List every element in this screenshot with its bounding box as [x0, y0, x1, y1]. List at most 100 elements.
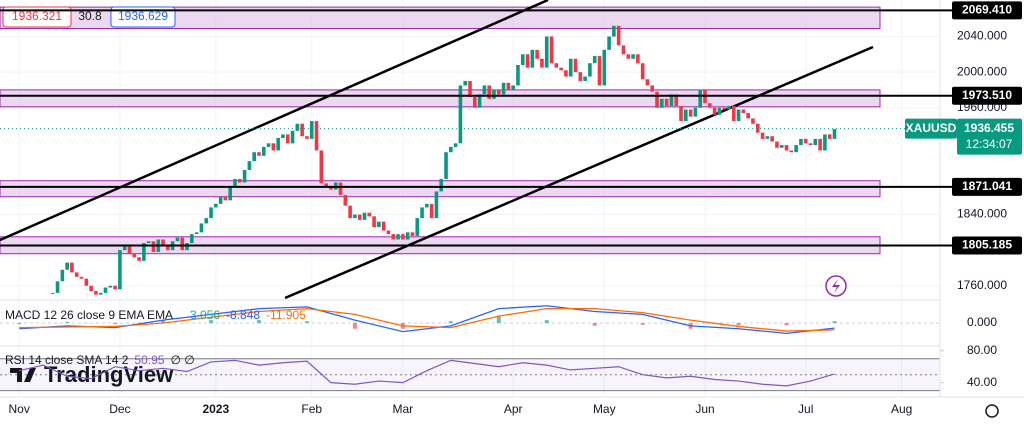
candle	[530, 49, 535, 68]
histogram-bar	[640, 323, 645, 325]
candle	[372, 216, 376, 228]
candle	[496, 89, 501, 95]
spread: 30.8	[78, 9, 102, 23]
candle	[410, 232, 415, 236]
candle	[832, 129, 837, 139]
candle	[271, 143, 276, 151]
candle	[525, 54, 530, 68]
candle	[688, 109, 693, 117]
pane-value: -11.905	[266, 308, 306, 322]
header: 1936.321 30.8 1936.629	[2, 6, 176, 28]
ask-box	[110, 6, 176, 28]
candle	[199, 223, 204, 233]
zone	[0, 6, 881, 29]
candle	[257, 152, 261, 156]
candle	[520, 54, 525, 65]
candle	[214, 203, 218, 208]
histogram-bar	[209, 320, 214, 323]
candle	[65, 262, 69, 270]
candle	[108, 285, 113, 288]
candle	[84, 278, 89, 286]
histogram-bar	[352, 323, 357, 329]
candle	[449, 146, 453, 153]
candle	[492, 89, 496, 99]
last-price-box	[957, 118, 1022, 155]
candle	[70, 262, 74, 273]
candle	[722, 107, 726, 110]
candle	[813, 138, 818, 146]
candle	[444, 152, 448, 179]
candle	[190, 234, 194, 244]
candle	[55, 281, 60, 293]
candle	[588, 63, 592, 77]
candle	[554, 63, 559, 68]
x-tick-label: Jul	[798, 402, 813, 416]
candle	[113, 285, 117, 290]
candle	[468, 81, 472, 98]
pane-title: RSI 14 close SMA 14 2	[5, 353, 129, 367]
y-tick-label: 2040.000	[957, 29, 1007, 43]
candle	[391, 234, 396, 240]
candle	[650, 85, 655, 92]
candle	[616, 25, 621, 46]
candle	[573, 58, 578, 73]
candle	[281, 134, 285, 138]
candle	[799, 138, 803, 146]
candle	[300, 123, 304, 137]
y-tick-label: 1840.000	[957, 207, 1007, 221]
macd-line	[19, 305, 835, 335]
candle	[684, 109, 688, 122]
candle	[142, 243, 146, 261]
candle	[127, 246, 132, 254]
candle	[180, 237, 185, 251]
candle	[194, 232, 199, 235]
histogram-bar	[304, 321, 309, 323]
candle	[233, 178, 237, 187]
candle	[755, 123, 760, 133]
x-tick-label: May	[593, 402, 616, 416]
candle	[261, 146, 266, 156]
rsi-line	[19, 359, 835, 387]
candle	[540, 58, 544, 68]
candle	[621, 45, 626, 55]
candle	[655, 91, 659, 108]
x-tick-label: Nov	[9, 402, 30, 416]
alert-bolt	[832, 279, 840, 293]
candle	[434, 191, 439, 219]
candle	[175, 237, 180, 242]
histogram-bar	[161, 320, 166, 323]
candle	[602, 49, 607, 86]
x-tick-label: Mar	[393, 402, 414, 416]
candle	[827, 134, 832, 139]
watermark: TradingView	[10, 362, 174, 387]
x-tick-label: Aug	[891, 402, 912, 416]
candle	[544, 36, 549, 68]
candle	[789, 150, 794, 153]
candle	[405, 232, 410, 240]
candle	[386, 230, 391, 235]
symbol: XAUUSD	[906, 121, 957, 135]
candle	[612, 25, 616, 37]
logo-text: TradingView	[44, 362, 174, 387]
pane-symbols: ∅ ∅	[170, 353, 194, 367]
candle	[818, 138, 822, 151]
candle	[401, 234, 405, 240]
candle	[564, 70, 568, 77]
candle	[631, 54, 635, 59]
settings-icon[interactable]	[985, 404, 999, 418]
candle	[94, 291, 98, 295]
candle	[760, 132, 765, 139]
symbol-box	[905, 118, 957, 139]
candle	[472, 97, 477, 108]
y-tick-label: 0.000	[967, 315, 997, 329]
candle	[712, 107, 717, 115]
level-label-box	[952, 1, 1022, 20]
candle	[568, 58, 573, 77]
candle	[266, 143, 271, 147]
level-label-box	[952, 86, 1022, 105]
x-tick-label: Dec	[109, 402, 130, 416]
candle	[103, 287, 108, 293]
candle	[707, 103, 712, 108]
bid-box	[2, 6, 72, 28]
